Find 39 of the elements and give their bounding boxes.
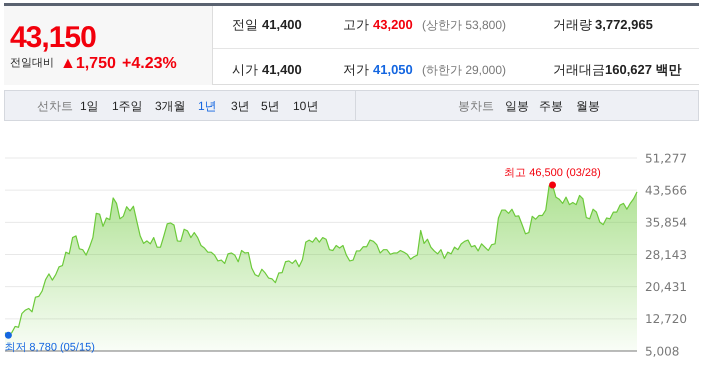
text: (상한가 53,800) — [422, 18, 506, 32]
text: 41,050 — [373, 62, 413, 78]
text: 41,400 — [262, 62, 302, 78]
text: (하한가 29,000) — [422, 62, 506, 78]
y-tick-label: 12,720 — [645, 312, 687, 326]
text: 160,627 백만 — [605, 62, 682, 78]
text: 시가 — [232, 62, 258, 78]
text: 주봉 — [539, 98, 563, 114]
text: 1년 — [198, 98, 217, 114]
text: 10년 — [293, 98, 318, 114]
text: 거래량 — [553, 17, 592, 33]
text: 1일 — [80, 98, 99, 114]
text: 3개월 — [155, 98, 186, 114]
y-tick-label: 35,854 — [645, 216, 687, 230]
text: 거래대금 — [553, 62, 605, 78]
text: ▲1,750 — [60, 54, 116, 74]
text: 41,400 — [262, 17, 302, 33]
text: 저가 — [343, 62, 369, 78]
text: 43,150 — [10, 20, 96, 56]
text: 고가 — [343, 17, 369, 33]
text: 1주일 — [112, 98, 143, 114]
y-tick-label: 5,008 — [645, 344, 680, 358]
text: 전일대비 — [10, 57, 54, 71]
text: 월봉 — [576, 98, 600, 114]
y-tick-label: 20,431 — [645, 280, 687, 294]
text: 선차트 — [37, 98, 73, 114]
text: 43,200 — [373, 17, 413, 33]
text: 봉차트 — [458, 98, 494, 114]
text: 3,772,965 — [595, 17, 653, 33]
y-tick-label: 43,566 — [645, 183, 687, 198]
annotation: 최고 46,500 (03/28) — [504, 167, 601, 180]
text: +4.23% — [122, 54, 177, 74]
text: 3년 — [231, 98, 250, 114]
text: 5년 — [261, 98, 280, 114]
y-tick-label: 51,277 — [645, 151, 687, 166]
text: 전일 — [232, 17, 258, 33]
annotation: 최저 8,780 (05/15) — [4, 341, 95, 354]
text: 일봉 — [505, 98, 529, 114]
y-tick-label: 28,143 — [645, 248, 687, 262]
